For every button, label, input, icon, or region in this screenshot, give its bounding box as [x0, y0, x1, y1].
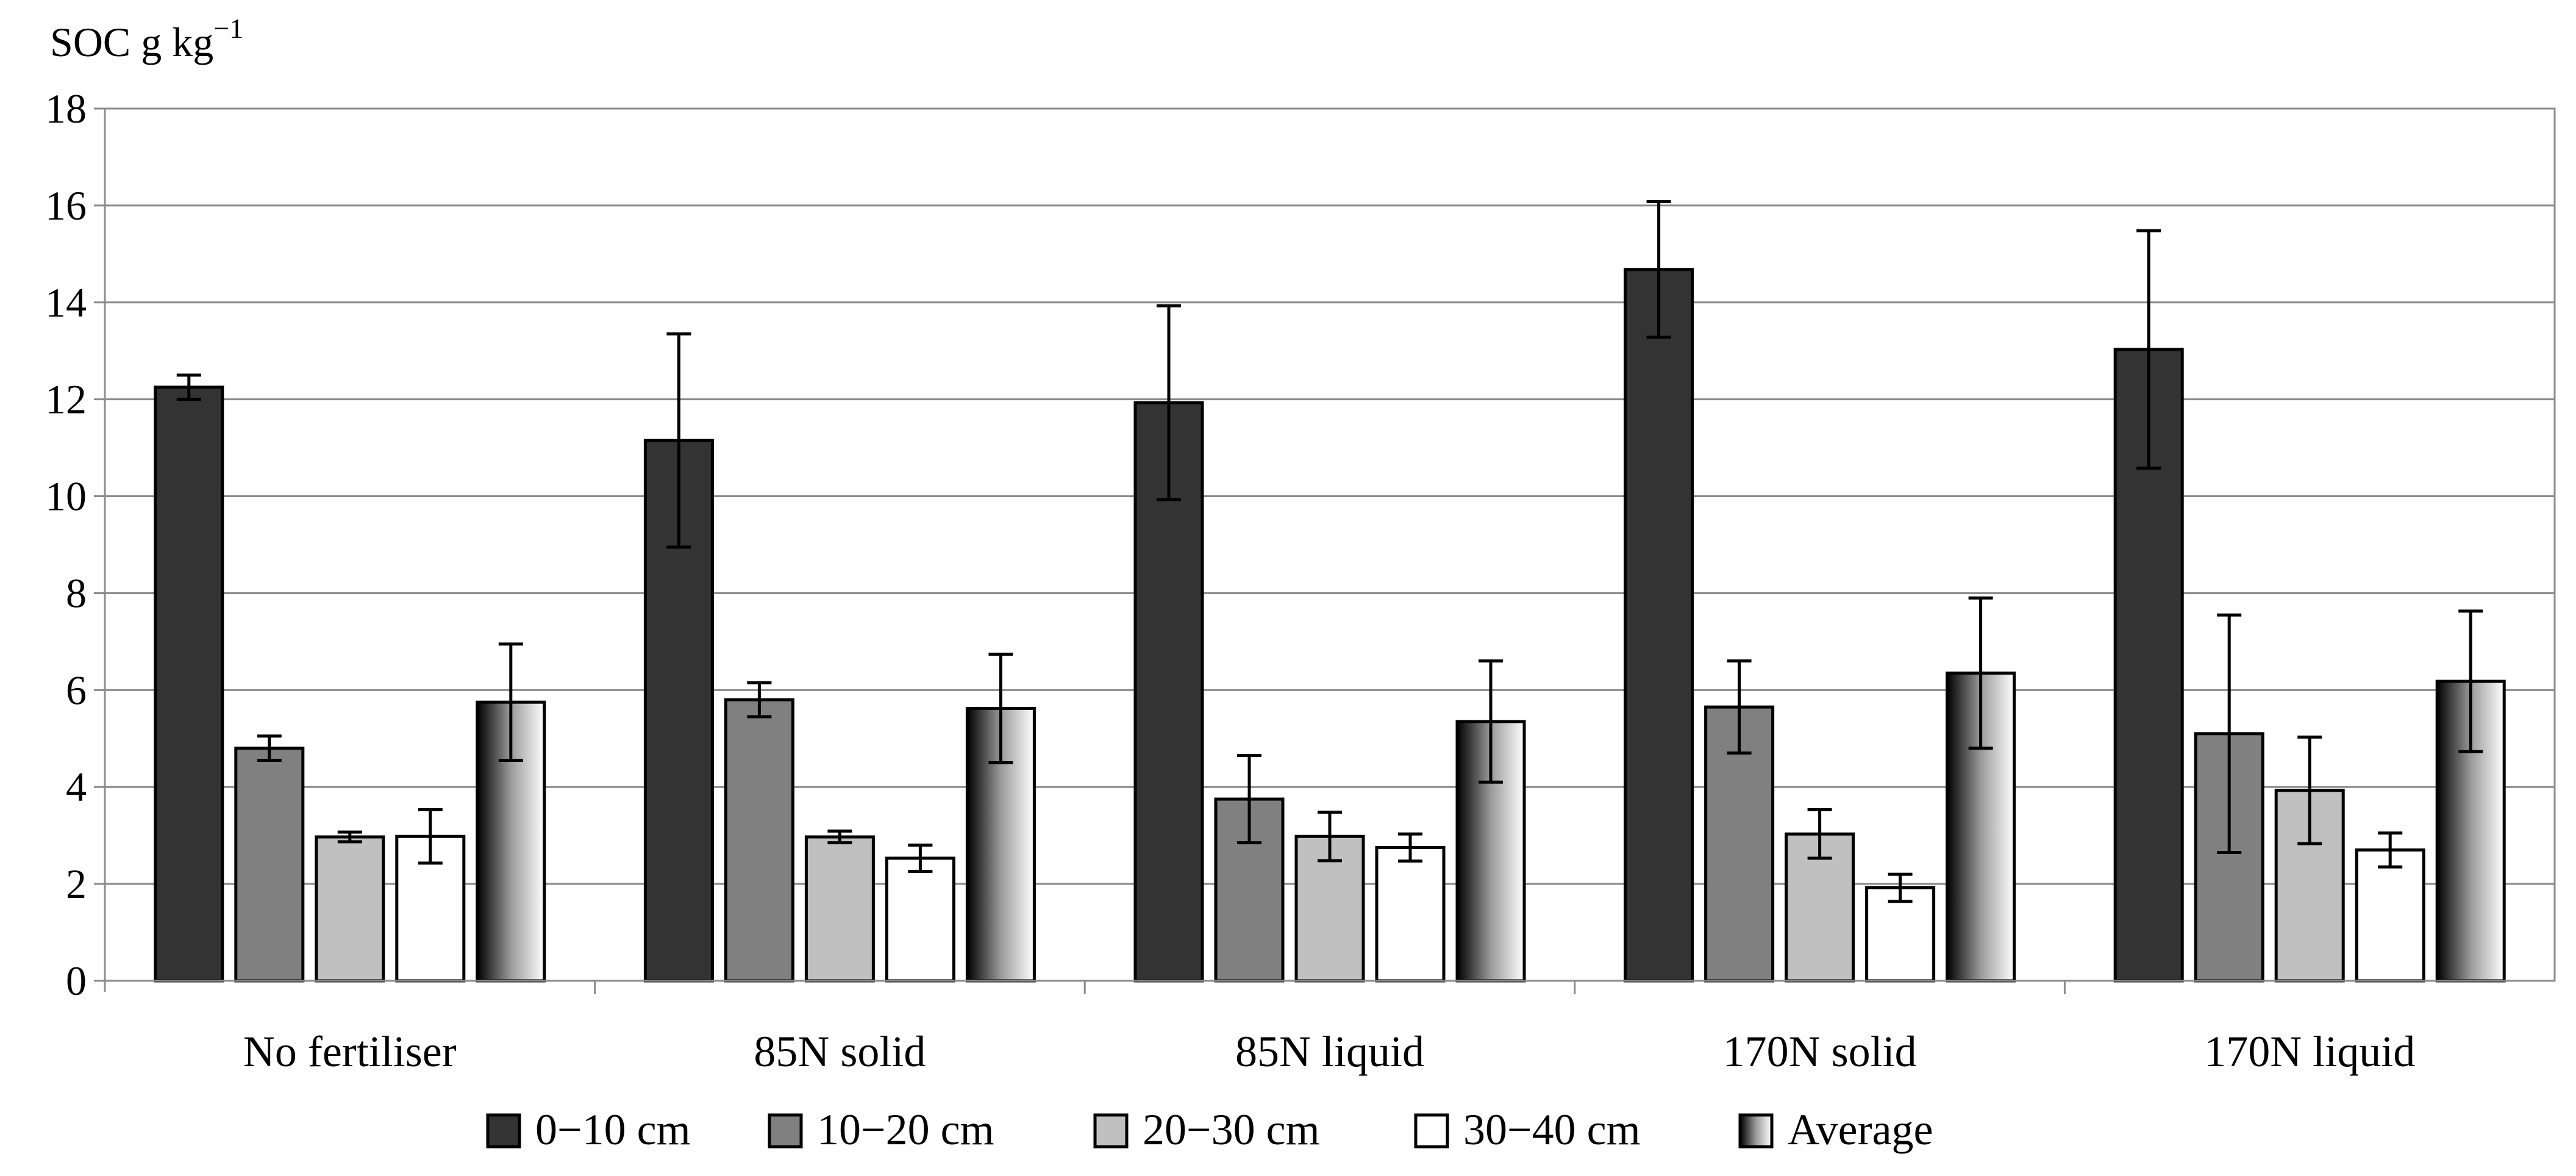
bar	[1375, 846, 1446, 983]
y-tick-label: 14	[45, 279, 87, 326]
y-axis-label: SOC g kg−1	[50, 13, 243, 65]
bar	[804, 835, 875, 983]
y-tick-label: 6	[66, 667, 87, 713]
legend-label: 0−10 cm	[535, 1105, 691, 1154]
legend-swatch	[1738, 1113, 1774, 1149]
bar	[315, 835, 385, 983]
legend-swatch	[1414, 1113, 1449, 1149]
y-tick-label: 12	[45, 376, 87, 423]
legend-swatch	[768, 1113, 803, 1149]
x-category-label: 170N liquid	[2204, 1027, 2415, 1076]
bar	[885, 856, 955, 983]
legend-label: 20−30 cm	[1143, 1105, 1320, 1154]
legend-label: Average	[1788, 1105, 1933, 1154]
bar	[1624, 268, 1694, 983]
bar	[2355, 848, 2425, 983]
legend-label: 30−40 cm	[1463, 1105, 1641, 1154]
y-axis-label-superscript: −1	[213, 13, 243, 44]
x-category-label: 85N liquid	[1235, 1027, 1424, 1076]
legend-swatch	[1093, 1113, 1129, 1149]
x-category-label: 85N solid	[754, 1027, 926, 1076]
x-category-label: 170N solid	[1723, 1027, 1917, 1076]
legend-swatch	[486, 1113, 521, 1149]
bar	[154, 385, 224, 983]
y-tick-label: 4	[66, 764, 87, 810]
y-tick-label: 16	[45, 182, 87, 229]
bar	[724, 698, 794, 983]
y-tick-label: 10	[45, 473, 87, 520]
x-category-label: No fertiliser	[243, 1027, 457, 1076]
y-tick-label: 18	[45, 85, 87, 132]
y-tick-label: 0	[66, 958, 87, 1004]
bar	[234, 747, 305, 983]
y-tick-label: 2	[66, 861, 87, 907]
legend-label: 10−20 cm	[817, 1105, 994, 1154]
y-tick-label: 8	[66, 570, 87, 616]
